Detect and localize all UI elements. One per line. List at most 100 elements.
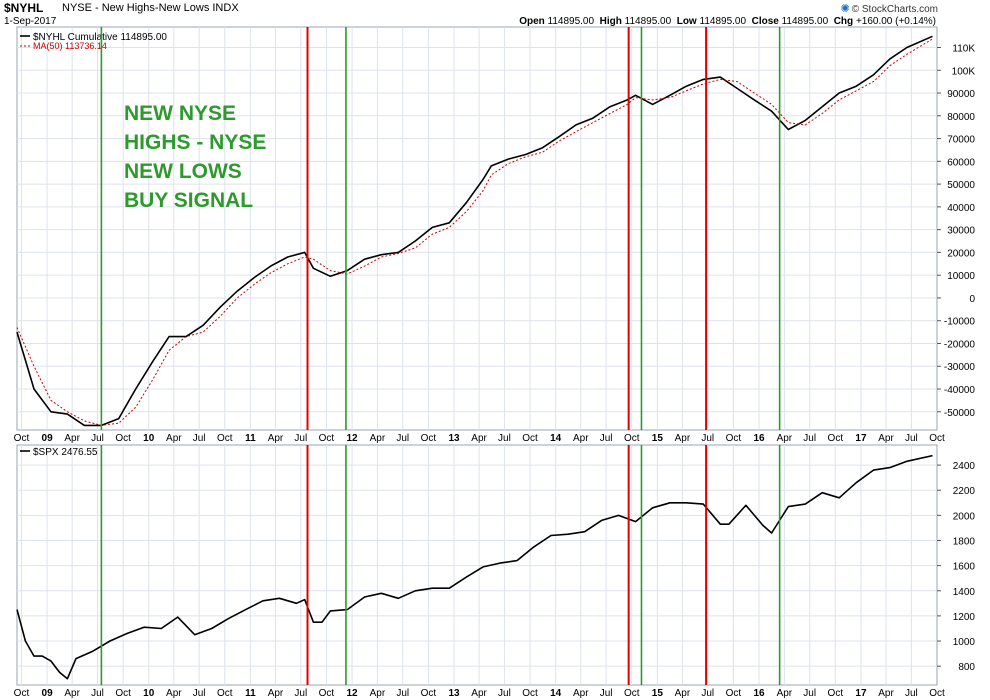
lower-frame <box>16 444 938 686</box>
upper-xtick-label: Apr <box>878 433 894 444</box>
lower-ytick-label: 1000 <box>953 637 976 648</box>
lower-xtick-label: Jul <box>294 688 307 699</box>
lower-ytick-label: 1600 <box>953 562 976 573</box>
lower-xtick-label: Apr <box>675 688 691 699</box>
chart-symbol: $NYHL <box>4 1 44 15</box>
lower-xtick-label: Apr <box>878 688 894 699</box>
legend-label-cumulative: $NYHL Cumulative 114895.00 <box>33 32 167 43</box>
upper-panel: 110K 100K 90000 80000 70000 60000 50000 40000 30… <box>14 26 976 444</box>
lower-xtick-label: Jul <box>498 688 511 699</box>
lower-ytick-label: 800 <box>958 662 975 673</box>
high-value: 114895.00 <box>624 16 672 27</box>
upper-xtick-label: 09 <box>42 433 54 444</box>
upper-xtick-label: 17 <box>855 433 867 444</box>
lower-xtick-label: Oct <box>217 688 233 699</box>
annotation-line: BUY SIGNAL <box>124 189 253 212</box>
upper-ytick-label: 10000 <box>947 271 975 282</box>
lower-xtick-label: Oct <box>828 688 844 699</box>
upper-ytick-label: 30000 <box>947 226 975 237</box>
upper-ytick-label: 0 <box>969 294 975 305</box>
close-value: 114895.00 <box>781 16 829 27</box>
lower-ytick-label: 1800 <box>953 536 976 547</box>
buy-signal-annotation: NEW NYSE HIGHS - NYSE NEW LOWS BUY SIGNAL <box>124 102 266 212</box>
upper-ytick-label: -40000 <box>944 385 976 396</box>
upper-xtick-label: 15 <box>652 433 664 444</box>
upper-xtick-label: Jul <box>498 433 511 444</box>
upper-xtick-label: Oct <box>929 433 945 444</box>
annotation-line: HIGHS - NYSE <box>124 131 266 154</box>
lower-xtick-label: Oct <box>319 688 335 699</box>
lower-series-line-0 <box>16 454 933 680</box>
upper-xtick-label: 10 <box>143 433 155 444</box>
lower-ytick-label: 2400 <box>953 461 976 472</box>
upper-xtick-label: Jul <box>803 433 816 444</box>
upper-xtick-label: Apr <box>370 433 386 444</box>
upper-xtick-label: Jul <box>600 433 613 444</box>
lower-xtick-label: 16 <box>753 688 765 699</box>
legend-label-ma: MA(50) 113736.14 <box>33 41 107 51</box>
upper-xtick-label: Oct <box>624 433 640 444</box>
upper-ytick-label: -20000 <box>944 339 976 350</box>
upper-ytick-label: 80000 <box>947 112 975 123</box>
lower-xtick-label: Jul <box>600 688 613 699</box>
upper-xtick-label: Apr <box>471 433 487 444</box>
lower-xtick-label: Jul <box>701 688 714 699</box>
lower-xtick-label: Jul <box>193 688 206 699</box>
lower-ytick-label: 1200 <box>953 612 976 623</box>
lower-xtick-label: Oct <box>421 688 437 699</box>
upper-xtick-label: Oct <box>828 433 844 444</box>
upper-series-line-0 <box>16 35 933 427</box>
upper-xtick-label: Apr <box>268 433 284 444</box>
upper-xtick-label: Jul <box>91 433 104 444</box>
upper-xtick-label: 14 <box>550 433 562 444</box>
annotation-line: NEW LOWS <box>124 160 242 183</box>
ohlc-readout: Open 114895.00 High 114895.00 Low 114895… <box>519 16 936 27</box>
lower-xtick-label: Apr <box>573 688 589 699</box>
upper-xtick-label: Jul <box>701 433 714 444</box>
chg-value: +160.00 (+0.14%) <box>855 16 936 27</box>
upper-xtick-label: Jul <box>193 433 206 444</box>
lower-xtick-label: Oct <box>726 688 742 699</box>
upper-ytick-label: -10000 <box>944 317 976 328</box>
lower-xtick-label: 13 <box>448 688 460 699</box>
chart-description: NYSE - New Highs-New Lows INDX <box>62 2 239 14</box>
open-label: Open <box>519 16 545 27</box>
upper-ytick-label: -50000 <box>944 408 976 419</box>
high-label: High <box>599 16 622 27</box>
lower-xtick-label: 09 <box>42 688 54 699</box>
annotation-line: NEW NYSE <box>124 102 236 125</box>
lower-xtick-label: Oct <box>115 688 131 699</box>
chg-label: Chg <box>833 16 854 27</box>
lower-xtick-label: 12 <box>347 688 359 699</box>
chart-date: 1-Sep-2017 <box>4 16 57 27</box>
upper-xtick-label: Oct <box>319 433 335 444</box>
upper-xtick-label: Jul <box>396 433 409 444</box>
upper-xtick-label: Apr <box>573 433 589 444</box>
upper-ytick-label: 40000 <box>947 203 975 214</box>
upper-ytick-label: 60000 <box>947 157 975 168</box>
lower-legend: $SPX 2476.55 <box>20 447 98 458</box>
upper-ytick-label: 100K <box>952 66 976 77</box>
upper-xtick-label: 13 <box>448 433 460 444</box>
upper-xtick-label: 12 <box>347 433 359 444</box>
upper-xtick-label: Jul <box>905 433 918 444</box>
lower-xtick-label: Apr <box>268 688 284 699</box>
lower-xtick-label: 10 <box>143 688 155 699</box>
upper-xtick-label: Apr <box>777 433 793 444</box>
lower-xtick-label: Apr <box>777 688 793 699</box>
upper-xtick-label: Apr <box>166 433 182 444</box>
upper-ytick-label: 90000 <box>947 89 975 100</box>
upper-xtick-label: Oct <box>14 433 30 444</box>
upper-xtick-label: Oct <box>522 433 538 444</box>
lower-xtick-label: Jul <box>803 688 816 699</box>
close-label: Close <box>751 16 779 27</box>
stockcharts-logo-icon: ✺ <box>840 3 850 15</box>
lower-xtick-label: Oct <box>929 688 945 699</box>
lower-ytick-label: 2200 <box>953 486 976 497</box>
upper-xtick-label: Apr <box>675 433 691 444</box>
upper-xtick-label: 16 <box>753 433 765 444</box>
lower-xtick-label: Jul <box>91 688 104 699</box>
